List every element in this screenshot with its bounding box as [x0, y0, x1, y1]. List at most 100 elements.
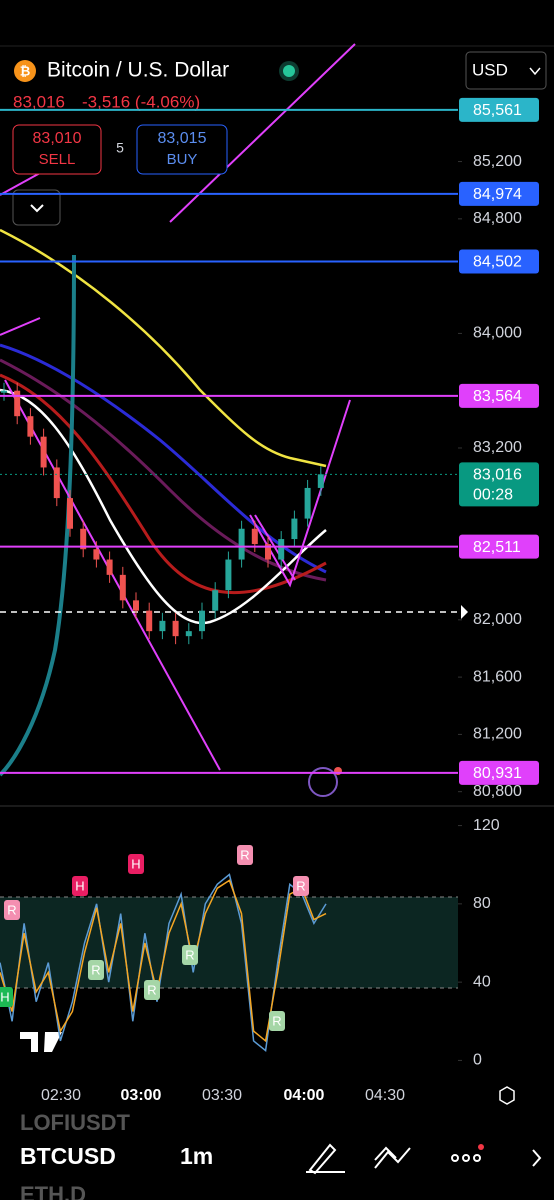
signal-marker — [237, 845, 253, 865]
y-tick-label: 0 — [473, 1052, 482, 1069]
symbol-prev[interactable]: LOFIUSDT — [20, 1110, 131, 1135]
y-tick-label: 85,200 — [473, 153, 522, 170]
price-tag-label: 83,564 — [473, 388, 522, 405]
logo — [20, 1032, 62, 1052]
price-tag-label: 80,931 — [473, 765, 522, 782]
osc-band — [0, 897, 458, 988]
signal-label: R — [7, 902, 16, 917]
collapse-button[interactable] — [12, 189, 61, 226]
change: -3,516 (-4.06%) — [82, 92, 200, 111]
signal-marker — [182, 945, 198, 965]
symbol-next[interactable]: ETH.D — [20, 1182, 86, 1200]
ma-blue — [0, 343, 327, 574]
oscillator-pane: 0 40 80 120 H R H R H R R R R R — [0, 817, 500, 1069]
price-tag — [459, 249, 539, 274]
y-tick-label: 40 — [473, 973, 491, 990]
curve-teal — [0, 254, 76, 777]
y-tick-label: 120 — [473, 817, 500, 834]
next-icon[interactable] — [532, 1149, 542, 1167]
indicator-icon[interactable] — [374, 1146, 411, 1169]
signal-marker — [128, 854, 144, 874]
price-tag — [459, 97, 539, 122]
y-tick-label: 82,000 — [473, 611, 522, 628]
x-tick-label: 02:30 — [41, 1087, 81, 1104]
y-tick-label: 80 — [473, 895, 491, 912]
price-tag — [459, 383, 539, 408]
price-tag — [459, 181, 539, 206]
signal-marker — [0, 987, 13, 1007]
trendline — [0, 317, 41, 336]
signal-label: R — [240, 847, 249, 862]
price-pane: 85,200 84,800 84,000 83,200 82,000 81,600 81,2… — [0, 97, 539, 800]
candle — [291, 518, 298, 540]
ma-white — [0, 388, 327, 625]
status-dot — [283, 65, 295, 77]
candle — [40, 436, 47, 468]
signal-label: R — [296, 878, 305, 893]
countdown: 00:28 — [473, 487, 513, 504]
signal-label: R — [185, 947, 194, 962]
trendline — [169, 43, 356, 223]
candle — [67, 498, 73, 529]
signal-marker — [4, 900, 20, 920]
candle — [119, 574, 126, 601]
candle — [14, 390, 21, 417]
candle — [185, 631, 192, 637]
symbol[interactable]: BTCUSD — [20, 1143, 116, 1169]
ma-yellow — [0, 228, 327, 468]
signal-label: R — [272, 1013, 281, 1028]
candle — [251, 528, 258, 545]
more-icon[interactable] — [451, 1154, 481, 1162]
interval[interactable]: 1m — [180, 1143, 213, 1169]
sell-price: 83,010 — [33, 130, 82, 147]
currency-select[interactable] — [465, 51, 547, 90]
crosshair-arrow — [461, 605, 468, 619]
x-tick-label: 04:00 — [284, 1087, 325, 1104]
signal-marker — [72, 876, 88, 896]
signal-marker — [144, 980, 160, 1000]
candle — [238, 528, 245, 560]
y-tick-label: 81,200 — [473, 726, 522, 743]
price-tag — [459, 760, 539, 785]
y-tick-label: 84,800 — [473, 210, 522, 227]
settings-icon[interactable] — [499, 1086, 515, 1105]
x-tick-label: 04:30 — [365, 1087, 405, 1104]
candle — [80, 528, 87, 550]
price-tag-label: 84,974 — [473, 186, 522, 203]
y-tick-label: 80,800 — [473, 783, 522, 800]
price-tag-label: 82,511 — [473, 539, 521, 556]
candle — [27, 416, 34, 437]
buy-price: 83,015 — [158, 130, 207, 147]
candle — [106, 559, 113, 575]
coin-glyph: ₿ — [20, 63, 31, 78]
osc-line — [0, 879, 327, 1043]
candle — [53, 467, 60, 499]
y-tick-label: 83,200 — [473, 439, 522, 456]
y-tick-label: 84,000 — [473, 325, 522, 342]
x-tick-label: 03:30 — [202, 1087, 242, 1104]
signal-label: H — [0, 989, 9, 1004]
signal-marker — [293, 876, 309, 896]
candle — [93, 549, 100, 560]
signal-label: H — [131, 856, 140, 871]
badge — [478, 1144, 484, 1150]
candle — [278, 539, 285, 560]
signal-label: R — [91, 962, 100, 977]
x-tick-label: 03:00 — [121, 1087, 162, 1104]
signal-label: R — [147, 982, 156, 997]
ma-purple — [0, 358, 327, 582]
candle — [133, 600, 139, 611]
sell-button[interactable] — [12, 124, 102, 175]
coin-icon — [14, 60, 36, 82]
buy-button[interactable] — [136, 124, 228, 175]
alert-icon[interactable] — [308, 767, 338, 797]
draw-icon[interactable] — [306, 1143, 345, 1175]
buy-label: BUY — [167, 151, 198, 168]
candle — [304, 487, 311, 519]
signal-label: H — [75, 878, 84, 893]
price-tag — [459, 462, 539, 507]
candle — [212, 590, 219, 611]
overlays — [0, 43, 554, 1052]
chevron — [30, 204, 44, 213]
